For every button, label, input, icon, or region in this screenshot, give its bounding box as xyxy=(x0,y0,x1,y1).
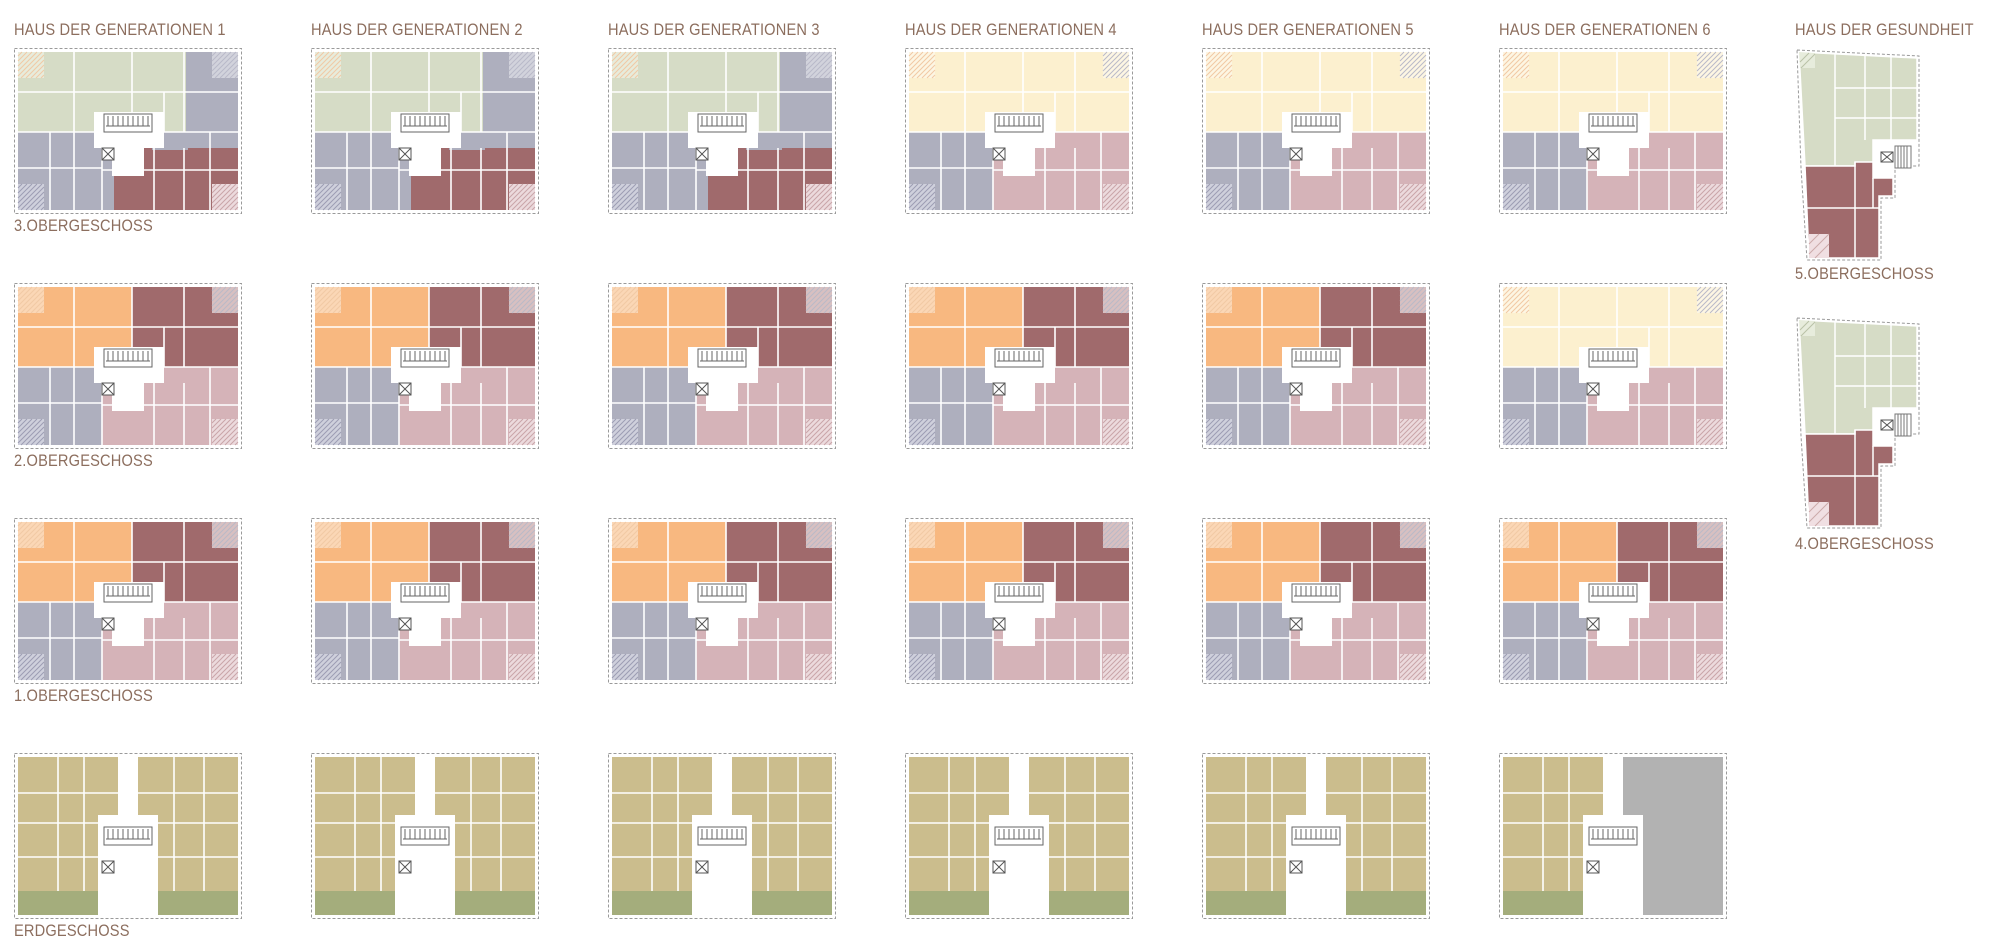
floor-plan-drawing xyxy=(1499,283,1727,449)
floor-plan-b2-row2 xyxy=(311,283,539,449)
floor-plan-b3-row4 xyxy=(608,753,836,919)
floor-plan-drawing xyxy=(1202,753,1430,919)
floor-plan-b6-row1 xyxy=(1499,48,1727,214)
floor-plan-drawing xyxy=(905,283,1133,449)
floor-label-2og: 2.OBERGESCHOSS xyxy=(14,451,153,470)
floor-plan-drawing xyxy=(311,753,539,919)
floor-plan-drawing xyxy=(608,48,836,214)
floor-plan-drawing xyxy=(1202,518,1430,684)
floor-label-3og: 3.OBERGESCHOSS xyxy=(14,216,153,235)
health-house-title: HAUS DER GESUNDHEIT xyxy=(1795,20,1974,39)
floor-plan-drawing xyxy=(608,753,836,919)
health-plan-5og xyxy=(1795,48,1920,264)
floor-plan-b3-row3 xyxy=(608,518,836,684)
floor-plan-drawing xyxy=(1499,518,1727,684)
floor-plan-b1-row2 xyxy=(14,283,242,449)
floor-label-1og: 1.OBERGESCHOSS xyxy=(14,686,153,705)
floor-plan-drawing xyxy=(1202,283,1430,449)
floor-plan-b2-row1 xyxy=(311,48,539,214)
floor-plan-b5-row3 xyxy=(1202,518,1430,684)
floor-plan-drawing xyxy=(311,518,539,684)
floor-plan-drawing xyxy=(14,283,242,449)
floor-plan-b1-row4 xyxy=(14,753,242,919)
floor-plan-b4-row3 xyxy=(905,518,1133,684)
floor-label-5og: 5.OBERGESCHOSS xyxy=(1795,264,1934,283)
floor-label-eg: ERDGESCHOSS xyxy=(14,921,130,940)
floor-plan-drawing xyxy=(14,518,242,684)
building-title-3: HAUS DER GENERATIONEN 3 xyxy=(608,20,820,39)
building-title-5: HAUS DER GENERATIONEN 5 xyxy=(1202,20,1414,39)
health-plan-4og-drawing xyxy=(1796,317,1920,529)
floor-plan-b3-row2 xyxy=(608,283,836,449)
floor-plan-drawing xyxy=(311,48,539,214)
floor-plan-b4-row2 xyxy=(905,283,1133,449)
floor-plan-drawing xyxy=(905,48,1133,214)
floor-plan-b5-row4 xyxy=(1202,753,1430,919)
floor-plan-drawing xyxy=(608,283,836,449)
floor-plan-b2-row3 xyxy=(311,518,539,684)
floor-plan-b4-row4 xyxy=(905,753,1133,919)
floor-plan-b6-row3 xyxy=(1499,518,1727,684)
floor-plan-b1-row1 xyxy=(14,48,242,214)
floor-plan-drawing xyxy=(608,518,836,684)
health-plan-5og-drawing xyxy=(1796,49,1920,261)
floor-plan-b6-row4 xyxy=(1499,753,1727,919)
floor-plan-drawing xyxy=(1499,48,1727,214)
floor-plan-drawing xyxy=(311,283,539,449)
floor-plan-b2-row4 xyxy=(311,753,539,919)
floor-plan-drawing xyxy=(1499,753,1727,919)
floor-plan-b1-row3 xyxy=(14,518,242,684)
floor-plan-b5-row2 xyxy=(1202,283,1430,449)
floor-plan-drawing xyxy=(14,753,242,919)
floor-plan-b6-row2 xyxy=(1499,283,1727,449)
health-plan-4og xyxy=(1795,316,1920,532)
floor-plan-drawing xyxy=(905,518,1133,684)
building-title-4: HAUS DER GENERATIONEN 4 xyxy=(905,20,1117,39)
floor-label-4og: 4.OBERGESCHOSS xyxy=(1795,534,1934,553)
building-title-6: HAUS DER GENERATIONEN 6 xyxy=(1499,20,1711,39)
floor-plan-drawing xyxy=(905,753,1133,919)
floor-plan-drawing xyxy=(14,48,242,214)
floor-plan-b3-row1 xyxy=(608,48,836,214)
floor-plan-b4-row1 xyxy=(905,48,1133,214)
floor-plan-b5-row1 xyxy=(1202,48,1430,214)
building-title-1: HAUS DER GENERATIONEN 1 xyxy=(14,20,226,39)
building-title-2: HAUS DER GENERATIONEN 2 xyxy=(311,20,523,39)
floor-plan-drawing xyxy=(1202,48,1430,214)
